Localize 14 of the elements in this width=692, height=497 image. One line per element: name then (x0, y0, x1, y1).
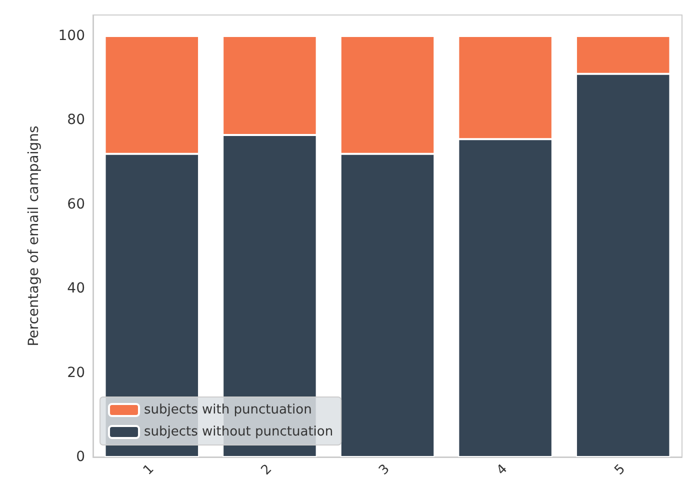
x-tick-label: 1 (140, 462, 158, 478)
x-tick-label: 3 (376, 462, 393, 478)
y-tick-label: 60 (67, 196, 85, 212)
x-tick-label: 5 (612, 462, 628, 478)
y-tick-label: 0 (76, 449, 85, 465)
x-tick-label: 4 (494, 462, 511, 478)
y-tick-label: 100 (58, 28, 85, 44)
y-axis-title: Percentage of email campaigns (26, 126, 42, 346)
legend-label: subjects without punctuation (144, 424, 334, 440)
y-tick-label: 20 (67, 364, 85, 381)
legend-label: subjects with punctuation (144, 402, 312, 418)
y-tick-label: 40 (67, 280, 85, 297)
y-tick-label: 80 (67, 112, 85, 128)
x-tick-label: 2 (258, 462, 276, 478)
